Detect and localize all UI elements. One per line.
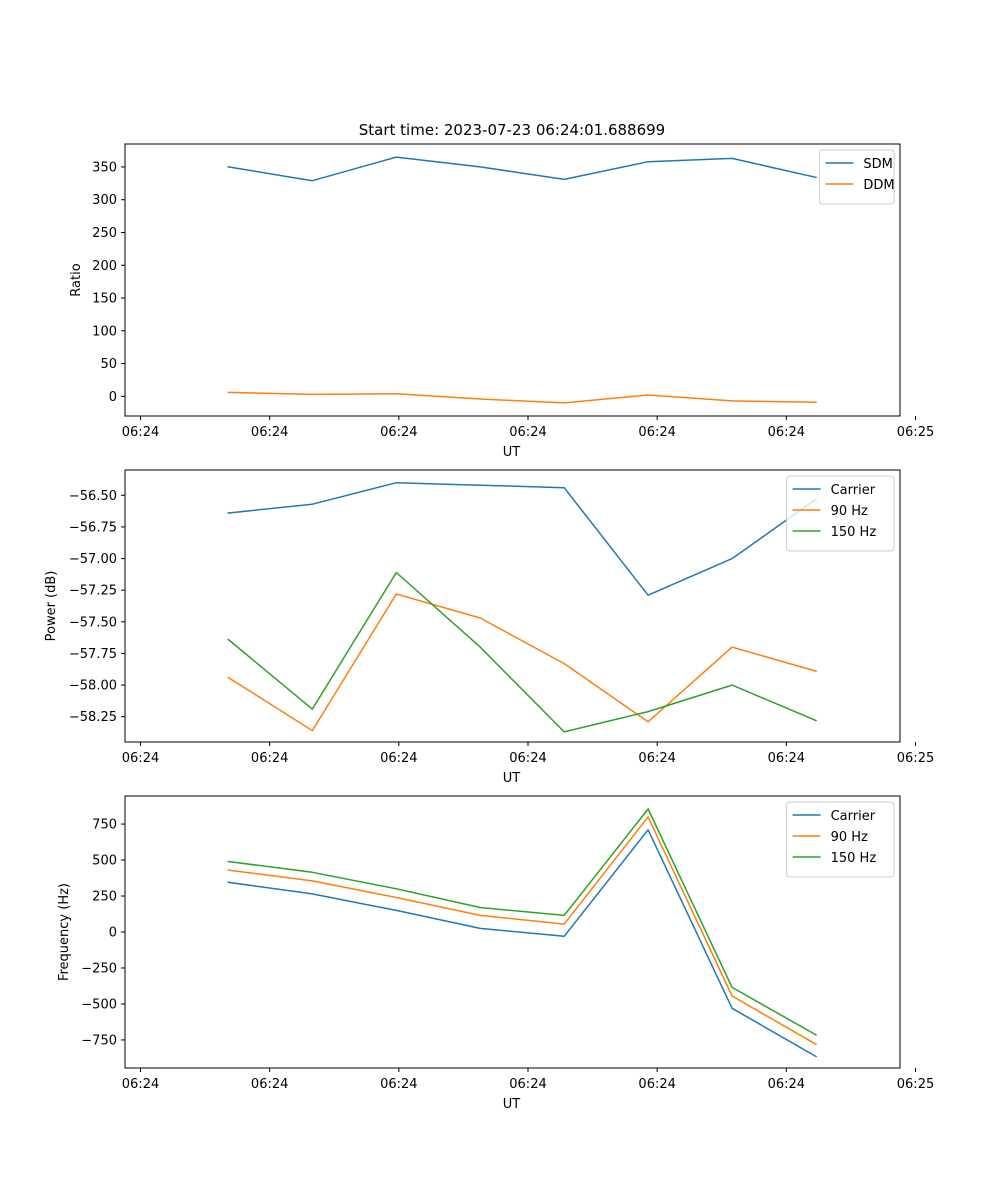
y-tick-label: 250 [92, 226, 117, 241]
series-line-90-hz [227, 593, 817, 732]
chart-title: Start time: 2023-07-23 06:24:01.688699 [359, 121, 665, 139]
series-line-150-hz [227, 571, 817, 733]
legend-label: SDM [863, 157, 892, 172]
y-tick-label: −58.00 [69, 679, 117, 694]
y-tick-label: −750 [81, 1033, 117, 1048]
legend-label: 90 Hz [831, 504, 868, 519]
y-tick-label: 750 [92, 818, 117, 833]
series-line-carrier [227, 829, 818, 1058]
y-tick-label: 300 [92, 193, 117, 208]
x-tick-label: 06:24 [380, 1077, 417, 1092]
x-tick-label: 06:24 [251, 1077, 288, 1092]
y-tick-label: 100 [92, 324, 117, 339]
y-tick-label: 250 [92, 890, 117, 905]
x-tick-label: 06:24 [638, 751, 675, 766]
series-line-carrier [227, 481, 818, 596]
legend-box [786, 475, 895, 552]
y-tick-label: 350 [92, 160, 117, 175]
x-tick-label: 06:24 [768, 751, 805, 766]
y-tick-label: 0 [109, 390, 117, 405]
y-axis-label: Ratio [69, 263, 84, 296]
subplot-3: 06:24 06:24 06:24 06:24 06:24 06:24 06:25 −750 −… [57, 795, 934, 1112]
x-axis-label: UT [503, 771, 521, 786]
y-tick-label: −57.00 [69, 552, 117, 567]
subplot-2: 06:24 06:24 06:24 06:24 06:24 06:24 06:25 −58.2… [44, 469, 934, 786]
y-tick-label: −57.25 [69, 584, 117, 599]
y-tick-label: −250 [81, 961, 117, 976]
x-tick-label: 06:24 [638, 425, 675, 440]
x-tick-label: 06:25 [897, 425, 934, 440]
series-line-90-hz [227, 816, 818, 1046]
legend-label: 150 Hz [831, 525, 877, 540]
y-tick-label: −57.75 [69, 647, 117, 662]
x-tick-label: 06:24 [638, 1077, 675, 1092]
legend-label: Carrier [831, 483, 876, 498]
x-axis-label: UT [503, 445, 521, 460]
legend: Carrier 90 Hz 150 Hz [786, 475, 895, 552]
plot-area [124, 469, 901, 743]
y-tick-label: 50 [100, 357, 117, 372]
legend-label: 90 Hz [831, 830, 868, 845]
y-axis-label: Power (dB) [44, 571, 59, 642]
y-tick-label: −57.50 [69, 615, 117, 630]
x-tick-label: 06:24 [380, 425, 417, 440]
y-tick-label: −56.50 [69, 489, 117, 504]
y-tick-label: 500 [92, 854, 117, 869]
y-tick-label: 0 [109, 926, 117, 941]
y-tick-label: 150 [92, 292, 117, 307]
x-tick-label: 06:24 [251, 751, 288, 766]
x-tick-label: 06:24 [768, 1077, 805, 1092]
y-tick-label: −58.25 [69, 710, 117, 725]
x-tick-label: 06:24 [380, 751, 417, 766]
plot-area [124, 143, 901, 417]
y-tick-label: 200 [92, 259, 117, 274]
x-tick-label: 06:24 [509, 425, 546, 440]
subplot-1: 06:24 06:24 06:24 06:24 06:24 06:24 06:25 0 50 10… [69, 143, 934, 460]
series-line-150-hz [227, 808, 818, 1036]
x-tick-label: 06:24 [122, 425, 159, 440]
x-tick-label: 06:25 [897, 751, 934, 766]
legend-label: 150 Hz [831, 851, 877, 866]
x-axis-label: UT [503, 1097, 521, 1112]
subplots: 06:24 06:24 06:24 06:24 06:24 06:24 06:25 0 50 10… [44, 143, 934, 1112]
x-tick-label: 06:24 [122, 1077, 159, 1092]
legend: SDM DDM [818, 149, 895, 205]
x-tick-label: 06:25 [897, 1077, 934, 1092]
legend-label: Carrier [831, 809, 876, 824]
legend-box [786, 801, 895, 878]
legend-label: DDM [863, 178, 894, 193]
x-tick-label: 06:24 [768, 425, 805, 440]
x-tick-label: 06:24 [509, 1077, 546, 1092]
x-tick-label: 06:24 [122, 751, 159, 766]
x-tick-label: 06:24 [251, 425, 288, 440]
legend: Carrier 90 Hz 150 Hz [786, 801, 895, 878]
x-tick-label: 06:24 [509, 751, 546, 766]
y-tick-label: −56.75 [69, 520, 117, 535]
y-axis-label: Frequency (Hz) [57, 883, 72, 981]
series-line-sdm [227, 156, 817, 182]
series-line-ddm [227, 391, 817, 404]
y-tick-label: −500 [81, 997, 117, 1012]
